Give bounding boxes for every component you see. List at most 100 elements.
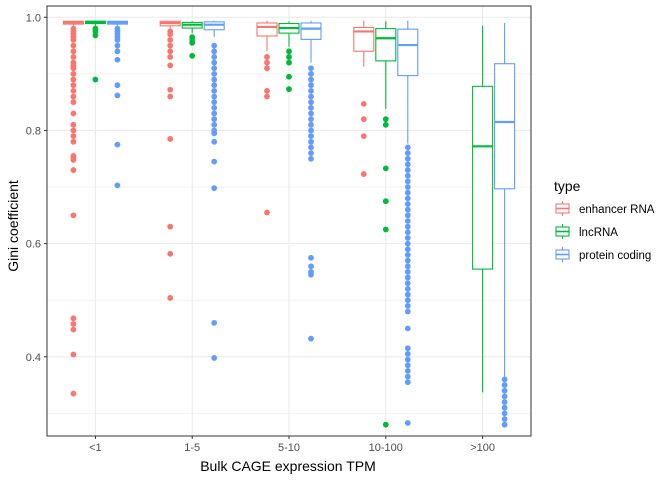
legend-item: protein coding: [554, 246, 651, 263]
outlier-point: [404, 195, 411, 202]
legend-label: lncRNA: [579, 227, 618, 239]
outlier-point: [404, 373, 411, 380]
outlier-point: [308, 99, 314, 106]
outlier-point: [404, 257, 411, 264]
outlier-point: [70, 59, 77, 66]
outlier-point: [404, 285, 411, 292]
legend-title: type: [554, 178, 581, 194]
outlier-point: [286, 48, 292, 55]
outlier-point: [308, 269, 314, 275]
outlier-point: [70, 54, 77, 60]
series-enhancer-rna: [62, 20, 375, 397]
outlier-point: [404, 345, 411, 352]
box: [278, 21, 300, 93]
outlier-point: [70, 42, 77, 49]
outlier-point: [70, 48, 77, 55]
y-tick-label: 0.4: [26, 352, 41, 364]
outlier-point: [308, 93, 314, 100]
outlier-point: [167, 93, 174, 100]
outlier-point: [92, 76, 99, 83]
outlier-point: [211, 70, 218, 77]
outlier-point: [308, 155, 314, 162]
outlier-point: [70, 133, 77, 140]
outlier-point: [404, 144, 411, 151]
outlier-point: [92, 25, 99, 32]
box: [203, 20, 225, 361]
outlier-point: [404, 223, 411, 230]
outlier-point: [211, 59, 218, 66]
outlier-point: [264, 87, 270, 94]
y-axis: 0.4 0.6 0.8 1.0: [26, 12, 47, 364]
outlier-point: [404, 356, 411, 363]
box-body: [256, 22, 278, 37]
outlier-point: [308, 116, 314, 123]
outlier-point: [404, 240, 411, 247]
outlier-point: [360, 171, 367, 177]
outlier-point: [264, 209, 270, 216]
outlier-point: [501, 393, 508, 400]
outlier-point: [264, 65, 270, 72]
outlier-point: [404, 161, 411, 168]
outlier-point: [70, 127, 77, 134]
outlier-point: [308, 104, 314, 111]
box: [84, 20, 106, 83]
box-body: [203, 21, 225, 31]
outlier-point: [308, 121, 314, 128]
outlier-point: [70, 70, 77, 77]
outlier-point: [404, 308, 411, 315]
outlier-point: [70, 25, 77, 32]
outlier-point: [404, 155, 411, 162]
outlier-point: [211, 54, 218, 60]
outlier-point: [211, 121, 218, 128]
outlier-point: [360, 100, 367, 107]
outlier-point: [404, 229, 411, 236]
series-protein-coding: [106, 20, 516, 428]
outlier-point: [70, 212, 77, 219]
outlier-point: [501, 399, 508, 405]
outlier-point: [360, 116, 367, 123]
outlier-point: [308, 70, 314, 77]
outlier-point: [308, 138, 314, 145]
outlier-point: [308, 150, 314, 157]
outlier-point: [211, 138, 218, 145]
outlier-point: [404, 150, 411, 157]
box-body: [300, 22, 322, 40]
box: [181, 21, 203, 59]
box: [62, 20, 84, 397]
outlier-point: [211, 76, 218, 83]
outlier-point: [308, 133, 314, 140]
outlier-point: [114, 25, 121, 32]
outlier-point: [114, 42, 121, 49]
outlier-point: [211, 42, 218, 49]
legend-item: lncRNA: [554, 223, 618, 240]
outlier-point: [70, 326, 77, 333]
outlier-point: [404, 291, 411, 298]
outlier-point: [114, 48, 121, 55]
outlier-point: [189, 34, 196, 41]
x-tick-label: >100: [470, 442, 495, 454]
outlier-point: [404, 274, 411, 281]
outlier-point: [70, 121, 77, 128]
legend-item: enhancer RNA: [554, 200, 655, 217]
outlier-point: [211, 99, 218, 106]
y-tick-label: 0.6: [26, 239, 41, 251]
outlier-point: [404, 263, 411, 270]
x-tick-label: <1: [89, 442, 102, 454]
outlier-point: [501, 376, 508, 383]
outlier-point: [211, 127, 218, 134]
outlier-point: [404, 325, 411, 332]
outlier-point: [114, 82, 121, 89]
outlier-point: [167, 62, 174, 69]
outlier-point: [211, 185, 218, 192]
outlier-point: [404, 172, 411, 179]
outlier-point: [404, 218, 411, 224]
outlier-point: [404, 206, 411, 213]
x-axis-title: Bulk CAGE expression TPM: [200, 458, 376, 474]
outlier-point: [308, 263, 314, 270]
outlier-point: [501, 410, 508, 417]
outlier-point: [308, 110, 314, 117]
outlier-point: [114, 92, 121, 99]
outlier-point: [70, 87, 77, 94]
box: [397, 20, 419, 426]
